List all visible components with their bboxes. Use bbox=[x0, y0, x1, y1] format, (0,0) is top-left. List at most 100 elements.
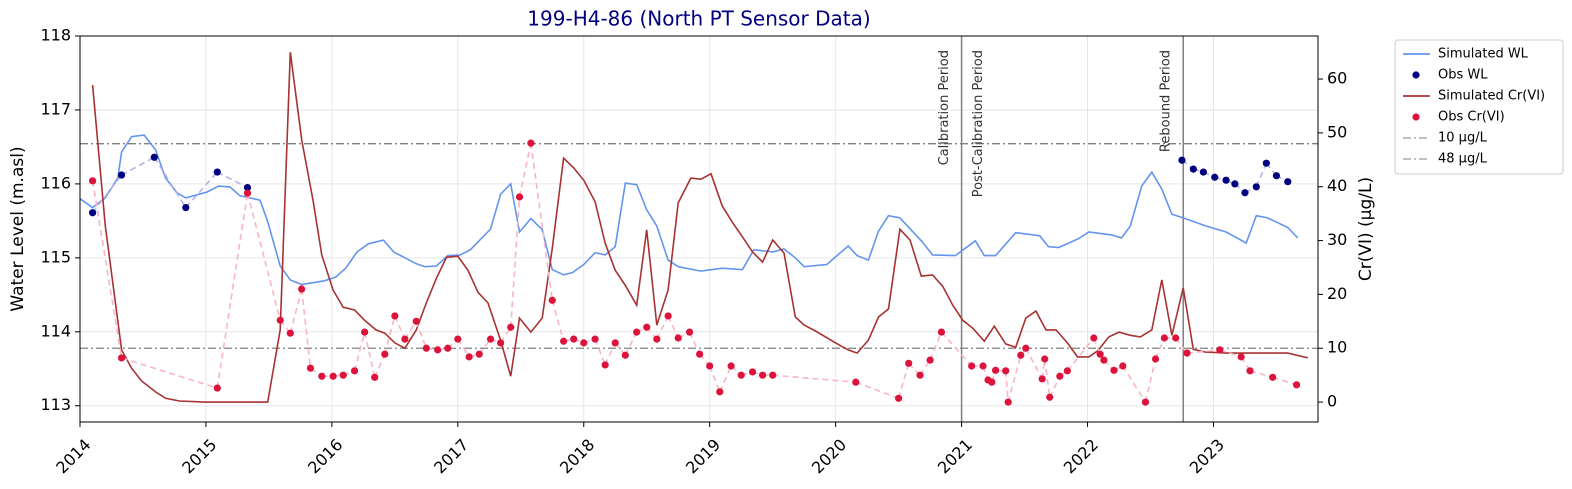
data-point bbox=[580, 339, 588, 347]
connector bbox=[1007, 355, 1022, 403]
data-point bbox=[591, 335, 599, 343]
data-point bbox=[1046, 393, 1054, 401]
legend-label: 48 µg/L bbox=[1438, 152, 1488, 167]
connector bbox=[688, 331, 701, 355]
legend-swatch bbox=[1412, 113, 1420, 121]
data-point bbox=[465, 353, 473, 361]
period-label: Post-Calibration Period bbox=[971, 50, 986, 197]
data-point bbox=[1231, 180, 1239, 188]
connector bbox=[91, 174, 123, 214]
data-point bbox=[727, 362, 735, 370]
y2-tick-label: 20 bbox=[1327, 284, 1347, 303]
connector bbox=[1122, 365, 1147, 403]
data-point bbox=[968, 362, 976, 370]
connector bbox=[940, 331, 973, 367]
data-point bbox=[1269, 373, 1277, 381]
connector bbox=[246, 192, 282, 321]
x-tick-label: 2019 bbox=[682, 435, 724, 477]
data-point bbox=[748, 368, 757, 376]
data-point bbox=[182, 203, 190, 212]
y-axis-label: Water Level (m.asl) bbox=[8, 146, 28, 311]
series-line bbox=[91, 52, 1309, 403]
data-point bbox=[937, 328, 946, 336]
data-point bbox=[895, 394, 903, 402]
data-point bbox=[1237, 353, 1245, 361]
data-point bbox=[1090, 334, 1098, 342]
y2-axis-label: Cr(VI) (µg/L) bbox=[1356, 177, 1376, 281]
data-point bbox=[527, 139, 535, 147]
legend-items: Simulated WL Obs WL Simulated Cr(VI) Obs Cr… bbox=[1403, 47, 1545, 167]
data-point bbox=[350, 367, 359, 375]
connector bbox=[530, 143, 554, 301]
data-point bbox=[507, 323, 515, 331]
connector bbox=[855, 381, 899, 400]
legend bbox=[1394, 39, 1564, 175]
y-tick-label: 118 bbox=[40, 26, 71, 45]
legend-label: Obs Cr(VI) bbox=[1438, 110, 1505, 125]
data-point bbox=[1272, 172, 1281, 180]
connector bbox=[897, 363, 910, 399]
data-point bbox=[926, 356, 934, 364]
data-point bbox=[696, 350, 704, 358]
connector bbox=[1049, 375, 1061, 398]
data-point bbox=[1038, 375, 1046, 383]
data-point bbox=[412, 317, 420, 325]
connector bbox=[1025, 347, 1043, 380]
connector bbox=[772, 374, 856, 383]
y-tick-label: 117 bbox=[40, 99, 71, 118]
legend-swatch bbox=[1412, 71, 1420, 79]
data-point bbox=[1022, 344, 1030, 352]
data-point bbox=[685, 328, 694, 336]
data-point bbox=[759, 371, 767, 379]
data-point bbox=[988, 378, 996, 386]
y2-tick-label: 40 bbox=[1327, 176, 1347, 195]
x-tick-label: 2018 bbox=[556, 435, 598, 477]
data-point bbox=[1246, 367, 1254, 375]
x-tick-label: 2014 bbox=[52, 435, 94, 477]
x-tick-label: 2023 bbox=[1186, 435, 1228, 477]
data-point bbox=[1041, 355, 1049, 363]
data-point bbox=[621, 351, 629, 359]
connector bbox=[719, 365, 732, 393]
data-point bbox=[737, 371, 745, 379]
data-point bbox=[1183, 349, 1191, 357]
data-point bbox=[1151, 355, 1160, 363]
data-point bbox=[769, 371, 777, 379]
data-point bbox=[391, 312, 399, 320]
data-point bbox=[381, 350, 389, 358]
connector bbox=[604, 342, 616, 366]
connector bbox=[185, 171, 218, 209]
data-point bbox=[1160, 334, 1168, 342]
legend-label: Obs WL bbox=[1438, 68, 1488, 83]
data-point bbox=[486, 335, 495, 343]
x-tick-label: 2020 bbox=[808, 435, 850, 477]
data-point bbox=[213, 168, 221, 176]
plot: Calibration Period Post-Calibration Perio… bbox=[79, 36, 1318, 422]
data-point bbox=[716, 388, 724, 396]
data-point bbox=[88, 209, 97, 217]
connector bbox=[373, 353, 386, 378]
data-point bbox=[1178, 156, 1186, 164]
connector bbox=[121, 357, 218, 389]
data-point bbox=[601, 361, 609, 369]
data-point bbox=[548, 296, 556, 304]
data-point bbox=[1119, 362, 1127, 370]
y-tick-label: 114 bbox=[40, 321, 71, 340]
connector bbox=[594, 338, 606, 366]
data-point bbox=[905, 359, 913, 367]
data-point bbox=[1262, 159, 1270, 167]
connector bbox=[363, 331, 376, 378]
data-point bbox=[329, 372, 337, 380]
data-point bbox=[361, 328, 369, 336]
period-label: Rebound Period bbox=[1159, 50, 1174, 152]
x-tick-label: 2021 bbox=[934, 435, 976, 477]
data-point bbox=[1110, 366, 1118, 374]
data-point bbox=[643, 323, 651, 331]
data-point bbox=[916, 371, 924, 379]
connector bbox=[624, 331, 638, 356]
data-point bbox=[1063, 367, 1071, 375]
connector bbox=[153, 156, 187, 208]
connector bbox=[1186, 349, 1220, 354]
data-point bbox=[1141, 398, 1150, 406]
